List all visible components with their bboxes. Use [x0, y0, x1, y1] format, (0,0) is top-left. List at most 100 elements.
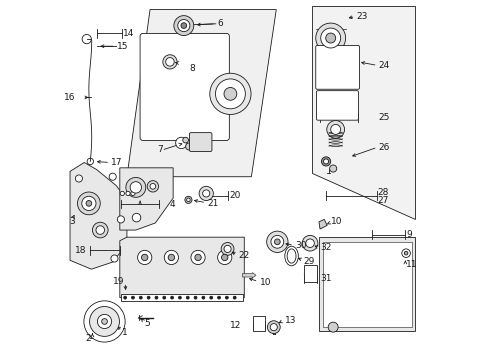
Circle shape [173, 16, 194, 36]
Circle shape [137, 250, 151, 265]
Circle shape [202, 190, 210, 197]
Circle shape [139, 296, 142, 299]
Circle shape [182, 137, 188, 143]
Text: 21: 21 [207, 199, 218, 208]
Circle shape [404, 251, 407, 255]
Text: 32: 32 [319, 243, 331, 252]
Text: 27: 27 [377, 196, 388, 205]
FancyArrow shape [242, 272, 256, 278]
Circle shape [111, 255, 118, 262]
Text: 4: 4 [169, 200, 175, 208]
Text: 23: 23 [356, 12, 367, 21]
Circle shape [224, 87, 236, 100]
FancyBboxPatch shape [315, 45, 359, 89]
Bar [121, 294, 242, 301]
Text: 22: 22 [238, 251, 249, 260]
Text: 31: 31 [319, 274, 331, 283]
Circle shape [225, 296, 228, 299]
Text: 24: 24 [378, 61, 389, 70]
Circle shape [194, 296, 197, 299]
Circle shape [132, 213, 140, 222]
Text: 10: 10 [330, 217, 342, 226]
Ellipse shape [284, 246, 298, 266]
Bar [253, 316, 264, 331]
Circle shape [302, 235, 317, 251]
Circle shape [185, 143, 192, 150]
Text: 3: 3 [69, 217, 75, 226]
Text: 17: 17 [111, 158, 122, 167]
Circle shape [305, 239, 314, 247]
Polygon shape [120, 168, 173, 230]
Circle shape [141, 254, 148, 261]
Text: 15: 15 [117, 42, 129, 51]
Circle shape [77, 192, 100, 215]
Circle shape [97, 315, 111, 328]
Text: 26: 26 [378, 143, 389, 152]
FancyBboxPatch shape [189, 133, 212, 151]
Circle shape [199, 186, 213, 201]
Text: 13: 13 [284, 316, 295, 325]
Circle shape [120, 191, 124, 196]
Text: 1: 1 [122, 328, 128, 337]
Circle shape [328, 322, 337, 332]
Text: 25: 25 [378, 113, 389, 122]
Circle shape [233, 296, 236, 299]
Polygon shape [127, 10, 276, 177]
Circle shape [170, 296, 173, 299]
Circle shape [147, 181, 158, 192]
Circle shape [274, 239, 280, 245]
Circle shape [191, 250, 205, 265]
Circle shape [323, 159, 328, 164]
Circle shape [221, 254, 227, 261]
Text: 16: 16 [64, 93, 75, 102]
Text: 30: 30 [295, 241, 306, 250]
Circle shape [266, 231, 287, 252]
Circle shape [210, 296, 212, 299]
FancyBboxPatch shape [140, 34, 229, 140]
Bar [303, 265, 317, 282]
Circle shape [210, 73, 251, 115]
Polygon shape [70, 162, 127, 269]
Circle shape [320, 28, 340, 48]
Circle shape [84, 301, 125, 342]
Polygon shape [318, 220, 327, 229]
Circle shape [168, 254, 174, 261]
Text: 6: 6 [216, 19, 222, 28]
Circle shape [329, 165, 336, 172]
Circle shape [109, 173, 116, 180]
Circle shape [325, 33, 335, 43]
Circle shape [163, 296, 166, 299]
Circle shape [326, 121, 344, 138]
Circle shape [90, 307, 119, 336]
Circle shape [147, 296, 150, 299]
Circle shape [150, 183, 155, 189]
Text: 2: 2 [85, 334, 91, 343]
Circle shape [321, 157, 330, 166]
Circle shape [267, 321, 280, 333]
Bar [322, 242, 411, 327]
Circle shape [184, 196, 192, 203]
Circle shape [181, 23, 186, 29]
Circle shape [75, 175, 82, 182]
Circle shape [271, 235, 283, 248]
Circle shape [92, 222, 108, 238]
Text: 5: 5 [144, 319, 150, 328]
Circle shape [215, 79, 245, 109]
Circle shape [102, 318, 107, 324]
Circle shape [163, 55, 177, 69]
Text: 9: 9 [405, 230, 411, 239]
Circle shape [123, 296, 126, 299]
Circle shape [186, 296, 189, 299]
Circle shape [117, 216, 124, 223]
Text: 19: 19 [113, 277, 124, 286]
Text: 20: 20 [228, 191, 240, 200]
Circle shape [224, 245, 231, 252]
Circle shape [178, 20, 189, 32]
Circle shape [270, 323, 277, 331]
Text: 10: 10 [259, 278, 271, 287]
Circle shape [96, 226, 105, 234]
Circle shape [186, 198, 190, 202]
Text: 14: 14 [123, 29, 135, 38]
Polygon shape [311, 6, 414, 220]
Ellipse shape [287, 249, 295, 263]
